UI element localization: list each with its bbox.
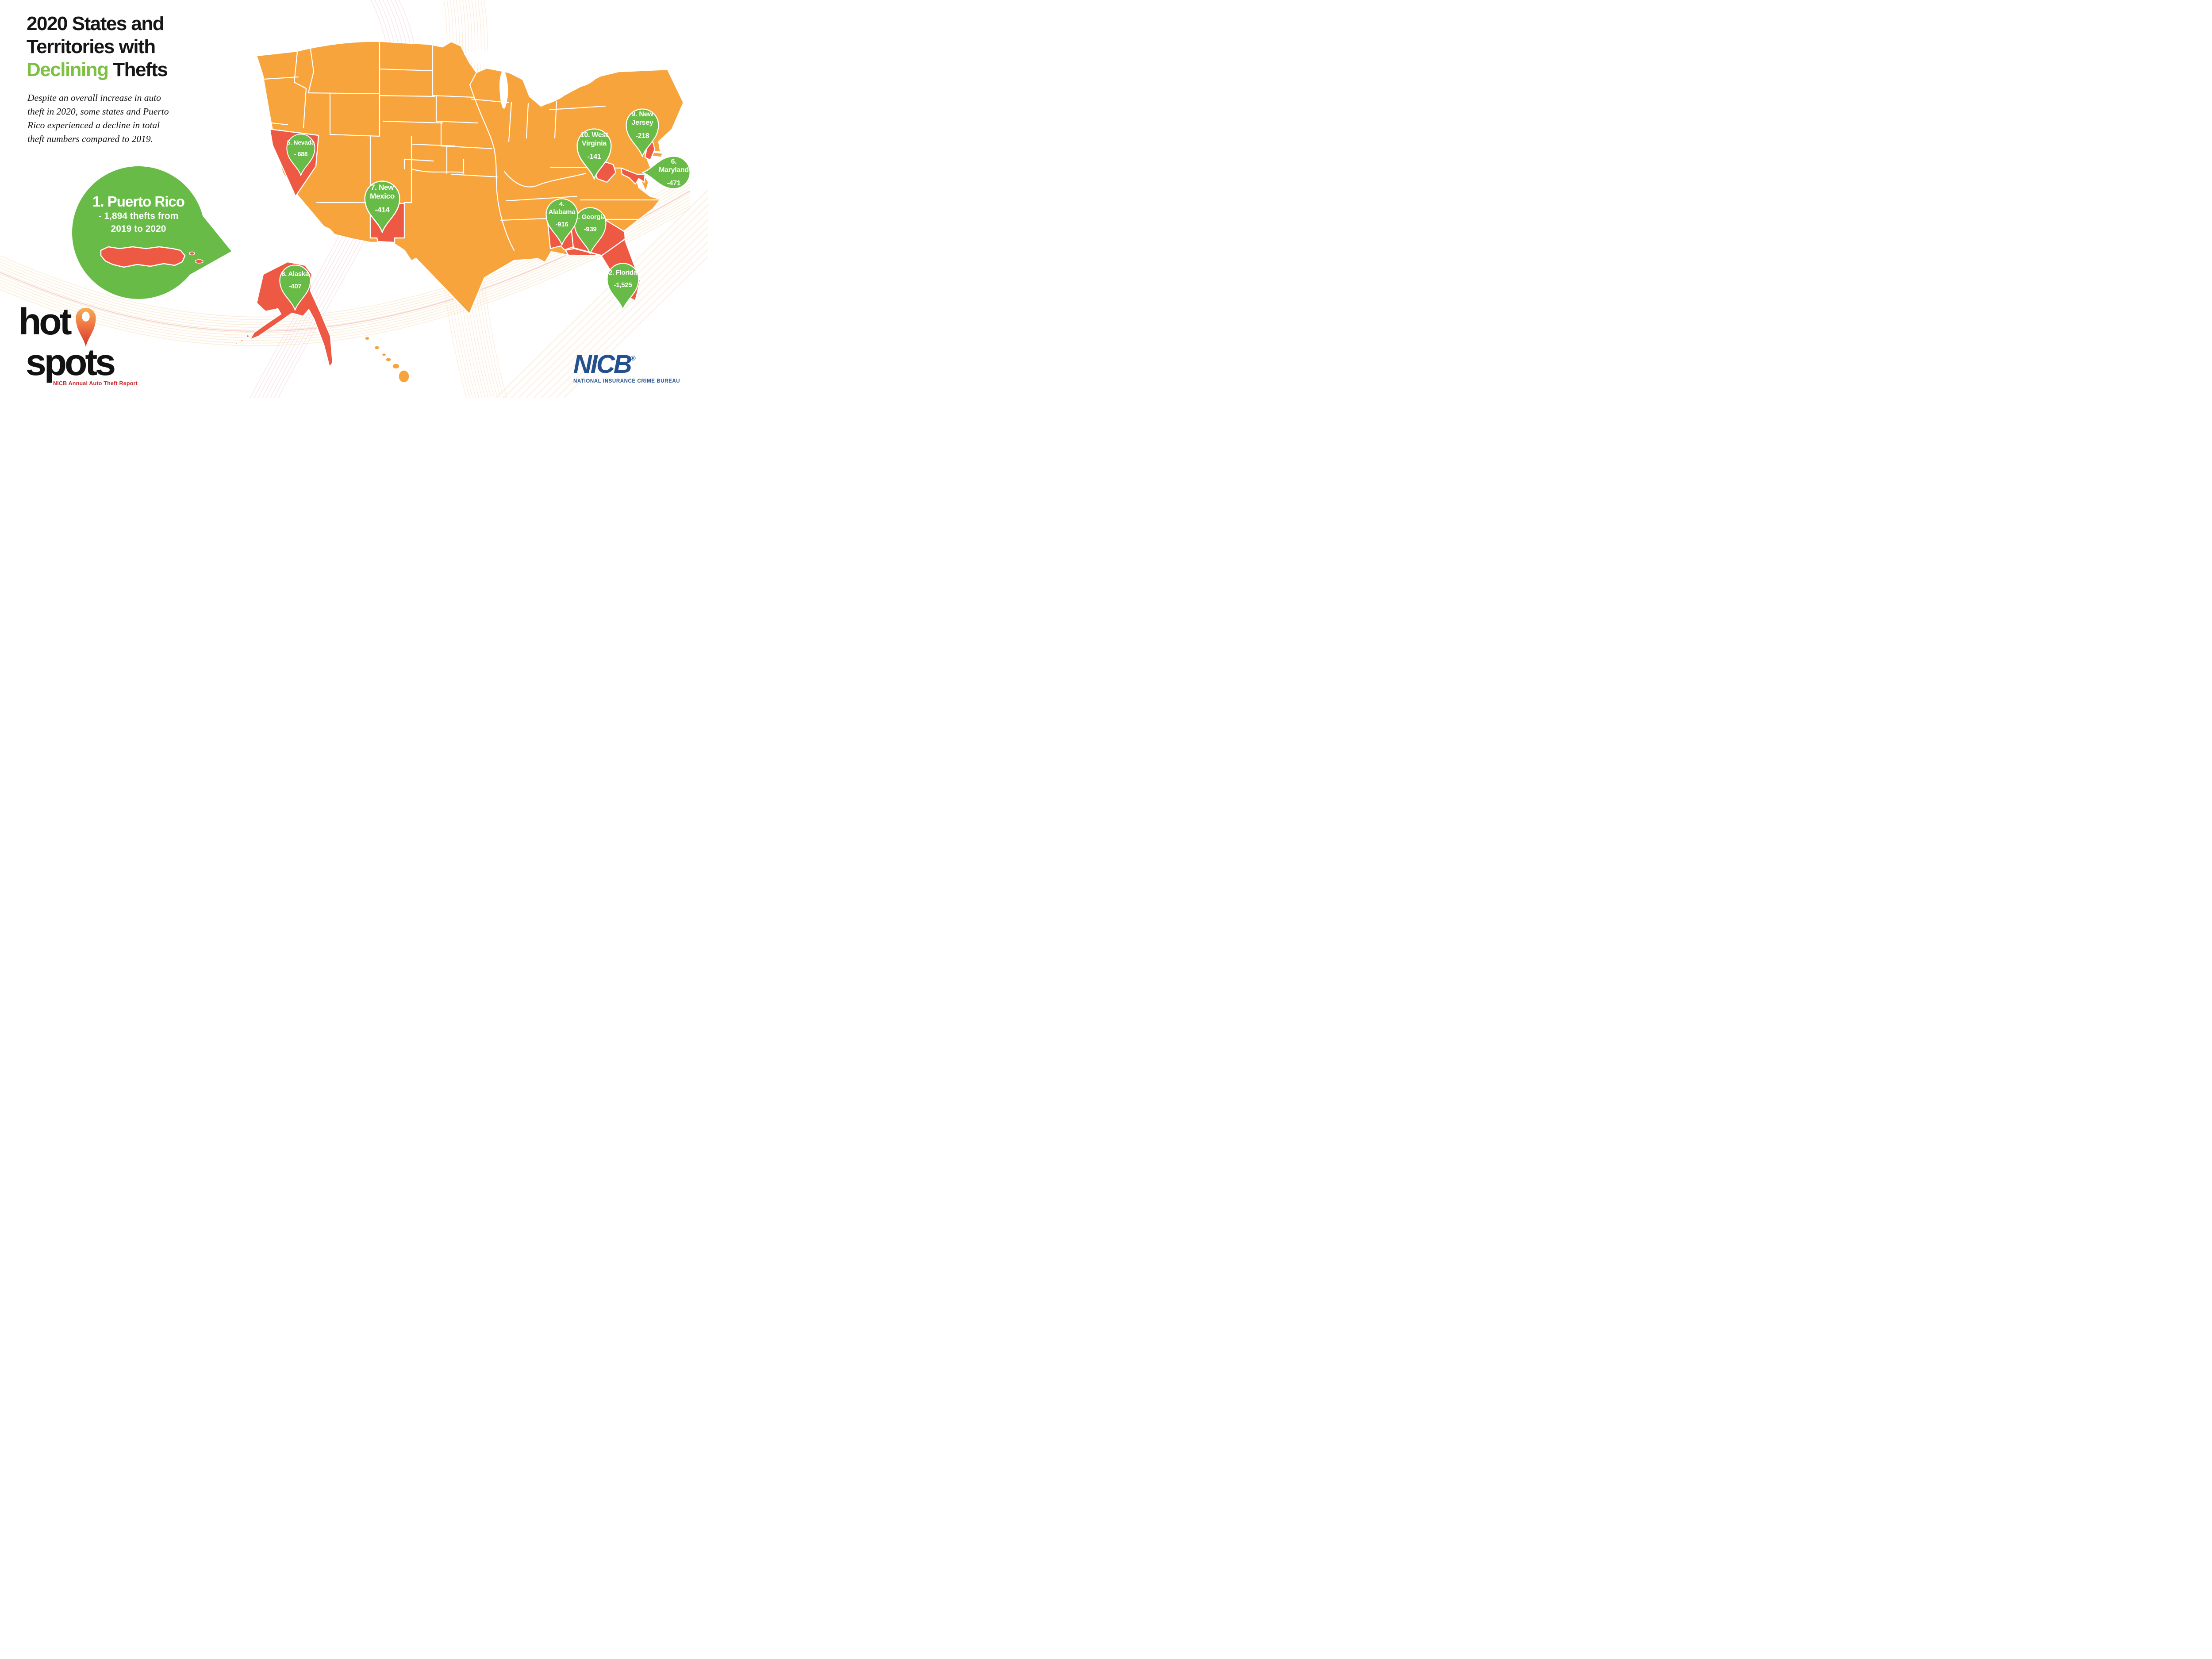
- puerto-rico-decline-line2: 2019 to 2020: [111, 224, 166, 234]
- state-maryland: [620, 167, 646, 185]
- pin-state-label: 8. Alaska: [281, 270, 309, 278]
- pin-balloon-shape: [576, 128, 612, 180]
- map-pin-alabama: 4. Alabama -916: [545, 198, 578, 246]
- alaska-island: [240, 339, 244, 342]
- map-pin-new-mexico: 7. New Mexico -414: [364, 180, 400, 233]
- title-declining-word: Declining: [27, 59, 109, 80]
- map-pin-georgia: 3. Georgia -939: [574, 207, 607, 255]
- culebra-island: [195, 259, 204, 264]
- pin-decline-value: -916: [555, 221, 568, 228]
- pin-decline-value: -1,525: [614, 281, 632, 289]
- puerto-rico-bubble-shape: [72, 166, 231, 299]
- title-line-3: Declining Thefts: [27, 58, 168, 81]
- pin-decline-value: -407: [288, 283, 302, 290]
- map-pin-maryland: 6. Maryland -471: [641, 156, 691, 189]
- state-borders: [256, 41, 659, 251]
- map-pin-new-jersey: 9. New Jersey -218: [626, 108, 659, 157]
- hawaii-islands: [365, 336, 410, 383]
- pin-decline-value: -939: [584, 226, 597, 233]
- pin-decline-value: -218: [635, 132, 649, 140]
- pin-state-label: 7. New Mexico: [370, 183, 395, 200]
- pin-state-label: 5. Nevada: [287, 138, 315, 146]
- pin-state-label: 4. Alabama: [548, 200, 576, 216]
- map-pin-west-virginia: 10. West Virginia -141: [576, 128, 612, 180]
- title-line-2: Territories with: [27, 36, 156, 57]
- pin-text-alabama: 4. Alabama -916: [545, 198, 578, 231]
- map-pin-florida: 2. Florida -1,525: [607, 263, 639, 310]
- pin-decline-value: -414: [375, 205, 390, 214]
- subtitle-text: Despite an overall increase in auto thef…: [27, 92, 169, 144]
- great-lakes: [464, 50, 596, 109]
- pin-text-maryland: 6. Maryland -471: [657, 156, 691, 189]
- pin-decline-value: - 688: [294, 150, 308, 157]
- puerto-rico-callout-text: 1. Puerto Rico - 1,894 thefts from 2019 …: [72, 194, 205, 235]
- pin-decline-value: -471: [667, 180, 681, 187]
- pin-text-florida: 2. Florida -1,525: [607, 263, 639, 295]
- logo-tagline: NICB Annual Auto Theft Report: [53, 380, 138, 387]
- pin-text-georgia: 3. Georgia -939: [574, 207, 607, 240]
- pin-balloon-shape: [574, 207, 607, 255]
- nicb-logo: NICB® NATIONAL INSURANCE CRIME BUREAU: [573, 346, 702, 384]
- pin-text-nevada: 5. Nevada - 688: [286, 134, 315, 163]
- puerto-rico-callout: [62, 157, 248, 312]
- location-pin-icon: [76, 307, 96, 347]
- nicb-acronym: NICB®: [573, 346, 702, 377]
- pin-text-new-jersey: 9. New Jersey -218: [626, 108, 659, 142]
- pin-balloon-shape: [626, 108, 659, 157]
- pin-text-alaska: 8. Alaska -407: [279, 264, 311, 296]
- pin-balloon-shape: [286, 134, 315, 176]
- pin-state-label: 6. Maryland: [659, 158, 689, 174]
- pin-state-label: 9. New Jersey: [631, 111, 653, 126]
- vieques-island: [189, 251, 195, 256]
- nicb-full-name: NATIONAL INSURANCE CRIME BUREAU: [573, 379, 680, 384]
- puerto-rico-decline-line1: - 1,894 thefts from: [98, 211, 179, 221]
- alaska-island: [246, 334, 250, 338]
- map-pin-alaska: 8. Alaska -407: [279, 264, 311, 311]
- pin-state-label: 10. West Virginia: [580, 131, 608, 147]
- state-alaska: [249, 261, 334, 368]
- pin-balloon-shape: [641, 156, 691, 189]
- pin-state-label: 3. Georgia: [574, 213, 606, 221]
- logo-word-hot: hot: [19, 301, 72, 342]
- pin-text-west-virginia: 10. West Virginia -141: [576, 128, 612, 164]
- pin-decline-value: -141: [587, 153, 601, 161]
- nicb-acronym-text: NICB: [573, 350, 632, 379]
- pin-state-label: 2. Florida: [609, 269, 637, 276]
- map-pin-nevada: 5. Nevada - 688: [286, 134, 315, 176]
- pin-balloon-shape: [279, 264, 311, 311]
- title-thefts-word: Thefts: [108, 59, 168, 80]
- puerto-rico-island: [100, 246, 186, 268]
- page-title: 2020 States and Territories with Declini…: [27, 12, 168, 81]
- registered-mark: ®: [630, 355, 636, 362]
- puerto-rico-rank-name: 1. Puerto Rico: [92, 193, 185, 210]
- title-line-1: 2020 States and: [27, 13, 165, 34]
- infographic-canvas: 2020 States and Territories with Declini…: [0, 0, 708, 398]
- logo-word-spots: spots: [26, 341, 116, 383]
- pin-balloon-shape: [364, 180, 400, 233]
- hot-spots-logo: hot spots NICB Annual Auto Theft Report: [19, 301, 178, 387]
- alaska-island: [235, 342, 238, 345]
- pin-balloon-shape: [545, 198, 578, 246]
- pin-balloon-shape: [607, 263, 639, 310]
- us-map: [235, 41, 684, 383]
- pin-text-new-mexico: 7. New Mexico -414: [364, 180, 400, 217]
